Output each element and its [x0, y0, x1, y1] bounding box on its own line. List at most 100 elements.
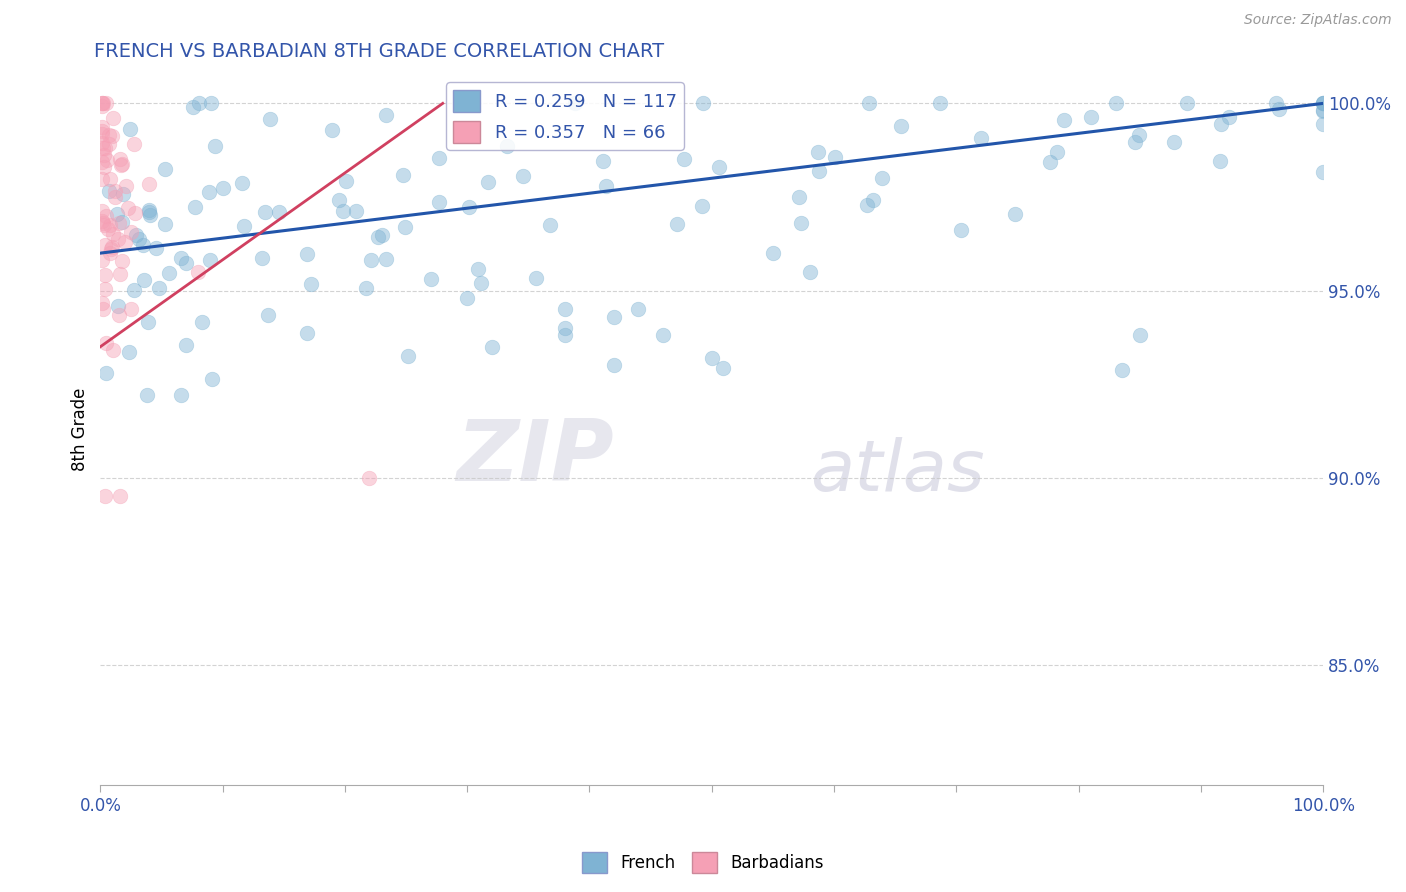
Point — [427, 152, 450, 166]
Point — [808, 163, 831, 178]
Point — [1208, 153, 1230, 168]
Point — [253, 204, 276, 219]
Point — [344, 204, 367, 219]
Point — [335, 174, 357, 188]
Point — [174, 256, 197, 270]
Point — [187, 265, 209, 279]
Point — [170, 251, 193, 265]
Point — [692, 199, 714, 213]
Point — [91, 204, 114, 219]
Point — [807, 145, 830, 159]
Point — [90, 296, 112, 310]
Legend: R = 0.259   N = 117, R = 0.357   N = 66: R = 0.259 N = 117, R = 0.357 N = 66 — [446, 82, 683, 150]
Point — [269, 205, 291, 219]
Point — [1312, 117, 1334, 131]
Point — [1312, 96, 1334, 111]
Point — [90, 124, 112, 138]
Point — [111, 187, 134, 202]
Point — [451, 96, 474, 111]
Point — [132, 238, 155, 252]
Point — [651, 328, 673, 343]
Point — [470, 276, 492, 290]
Point — [970, 131, 993, 145]
Point — [824, 150, 846, 164]
Point — [98, 218, 121, 232]
Point — [108, 490, 131, 504]
Point — [252, 251, 274, 265]
Point — [554, 302, 576, 317]
Point — [673, 152, 696, 166]
Point — [419, 272, 441, 286]
Text: FRENCH VS BARBADIAN 8TH GRADE CORRELATION CHART: FRENCH VS BARBADIAN 8TH GRADE CORRELATIO… — [94, 42, 665, 61]
Point — [94, 237, 117, 252]
Point — [200, 96, 222, 111]
Point — [855, 198, 877, 212]
Point — [188, 96, 211, 111]
Point — [118, 344, 141, 359]
Point — [125, 228, 148, 243]
Point — [890, 119, 912, 133]
Point — [91, 141, 114, 155]
Point — [1312, 103, 1334, 118]
Point — [90, 120, 112, 134]
Point — [328, 193, 350, 207]
Point — [120, 302, 142, 317]
Point — [97, 221, 120, 235]
Point — [1163, 135, 1185, 149]
Point — [789, 190, 811, 204]
Point — [427, 194, 450, 209]
Point — [94, 268, 117, 283]
Point — [554, 321, 576, 335]
Point — [111, 215, 134, 229]
Point — [91, 96, 114, 111]
Point — [93, 282, 115, 296]
Point — [128, 232, 150, 246]
Point — [176, 338, 198, 352]
Point — [108, 267, 131, 281]
Point — [1312, 165, 1334, 179]
Point — [396, 349, 419, 363]
Point — [392, 168, 415, 182]
Point — [1312, 96, 1334, 111]
Y-axis label: 8th Grade: 8th Grade — [72, 387, 89, 471]
Point — [107, 308, 129, 322]
Point — [139, 208, 162, 222]
Point — [107, 216, 129, 230]
Point — [1312, 103, 1334, 117]
Point — [707, 160, 730, 174]
Point — [155, 217, 177, 231]
Point — [354, 281, 377, 295]
Text: ZIP: ZIP — [457, 416, 614, 499]
Point — [370, 227, 392, 242]
Point — [107, 299, 129, 313]
Text: atlas: atlas — [810, 437, 984, 507]
Point — [110, 158, 132, 172]
Point — [554, 328, 576, 343]
Point — [138, 202, 160, 217]
Point — [138, 177, 160, 191]
Point — [93, 148, 115, 162]
Point — [121, 225, 143, 239]
Point — [91, 216, 114, 230]
Point — [94, 335, 117, 350]
Point — [201, 372, 224, 386]
Point — [862, 193, 884, 207]
Point — [394, 219, 416, 234]
Point — [122, 284, 145, 298]
Point — [233, 219, 256, 233]
Point — [1267, 103, 1289, 117]
Point — [110, 152, 132, 166]
Point — [94, 96, 117, 111]
Point — [136, 315, 159, 329]
Point — [496, 139, 519, 153]
Point — [155, 162, 177, 177]
Point — [90, 127, 112, 141]
Point — [212, 181, 235, 195]
Point — [191, 315, 214, 329]
Point — [90, 172, 112, 186]
Point — [512, 169, 534, 184]
Point — [132, 273, 155, 287]
Point — [1053, 113, 1076, 128]
Point — [101, 343, 124, 357]
Point — [950, 222, 973, 236]
